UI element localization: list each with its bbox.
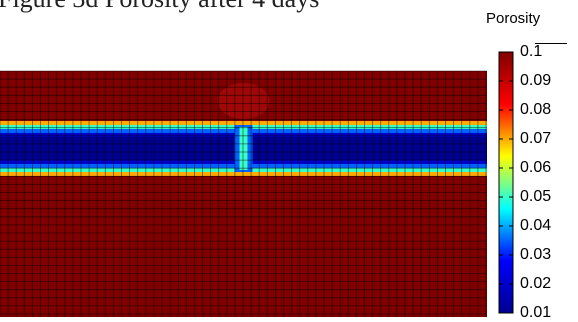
colorbar-title: Porosity: [486, 10, 541, 27]
colorbar-tick-label: 0.1: [520, 43, 543, 60]
fracture-halo: [217, 83, 270, 119]
colorbar-tick-label: 0.04: [520, 217, 552, 234]
colorbar-tick-label: 0.03: [520, 246, 552, 263]
colorbar-tick-label: 0.02: [520, 275, 552, 292]
colorbar-tick-label: 0.05: [520, 188, 552, 205]
colorbar-tick-label: 0.07: [520, 130, 552, 147]
band-edge-top: [0, 121, 487, 125]
colorbar-tick-label: 0.08: [520, 101, 552, 118]
colorbar-tick-label: 0.09: [520, 72, 552, 89]
colorbar-tick-label: 0.06: [520, 159, 552, 176]
figure-caption: Figure 3d Porosity after 4 days: [0, 0, 319, 14]
band-edge-bottom: [0, 172, 487, 176]
colorbar: [498, 51, 514, 314]
colorbar-tick-label: 0.01: [520, 304, 552, 321]
fracture-core: [239, 127, 248, 170]
colorbar-title-underline: [535, 43, 567, 44]
